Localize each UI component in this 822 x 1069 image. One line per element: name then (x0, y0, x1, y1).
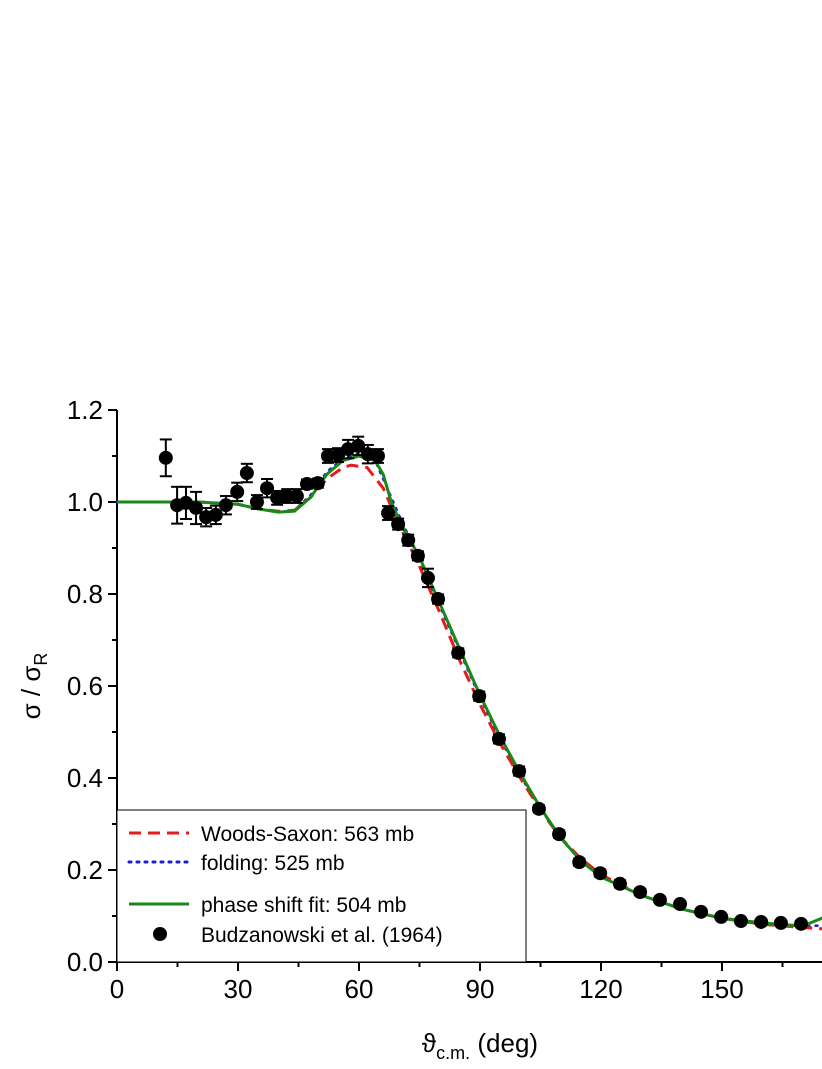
data-point (694, 904, 709, 919)
data-point (512, 764, 527, 779)
data-point (754, 914, 769, 929)
data-point (673, 897, 688, 912)
data-point (260, 481, 275, 496)
data-point (552, 827, 567, 842)
data-point (612, 876, 627, 891)
y-tick-label: 1.2 (67, 395, 103, 425)
data-point (320, 449, 335, 463)
data-point (531, 801, 546, 816)
data-point (420, 570, 435, 585)
data-point (208, 507, 223, 522)
y-axis-label: σ / σR (16, 653, 51, 720)
y-tick-label: 0.4 (67, 763, 103, 793)
data-point (794, 916, 809, 931)
x-axis-label: ϑc.m. (deg) (422, 1028, 538, 1063)
legend-label: Budzanowski et al. (1964) (201, 924, 443, 947)
y-tick-label: 0.6 (67, 671, 103, 701)
data-point (218, 498, 233, 513)
x-tick-label: 30 (224, 974, 253, 1004)
x-tick-label: 0 (110, 974, 124, 1004)
data-point (733, 914, 748, 929)
data-point (331, 448, 346, 463)
data-point (310, 476, 325, 491)
data-point (370, 449, 385, 463)
y-tick-label: 1.0 (67, 487, 103, 517)
data-point (652, 892, 667, 907)
data-point (280, 489, 295, 504)
data-point (391, 517, 406, 532)
data-point (410, 548, 425, 563)
x-tick-label: 90 (466, 974, 495, 1004)
data-point (633, 885, 648, 900)
data-point (451, 645, 466, 660)
legend-label: Woods-Saxon: 563 mb (201, 823, 414, 846)
data-point (572, 855, 587, 870)
y-tick-label: 0.0 (67, 947, 103, 977)
y-tick-label: 0.8 (67, 579, 103, 609)
data-point (351, 438, 366, 453)
data-point (431, 592, 446, 607)
data-point (230, 484, 245, 499)
y-label-sub: R (31, 653, 51, 666)
y-tick-label: 0.2 (67, 855, 103, 885)
data-point (593, 866, 608, 881)
data-point (239, 466, 254, 481)
data-point (773, 915, 788, 930)
data-point (472, 689, 487, 704)
legend-box (116, 809, 527, 963)
x-label-unit: (deg) (470, 1028, 538, 1058)
data-point (401, 533, 416, 548)
x-label-main: ϑ (422, 1028, 437, 1058)
data-point (249, 495, 264, 509)
data-point (158, 450, 173, 465)
legend-marker (153, 927, 167, 941)
data-point (299, 477, 314, 492)
y-label-main: σ / σ (16, 666, 46, 720)
data-point (491, 731, 506, 746)
x-label-sub: c.m. (436, 1043, 470, 1063)
legend-label: phase shift fit: 504 mb (201, 894, 406, 917)
x-tick-label: 120 (579, 974, 622, 1004)
x-tick-label: 60 (345, 974, 374, 1004)
x-tick-label: 150 (700, 974, 743, 1004)
data-point (381, 506, 396, 521)
data-point (289, 489, 304, 504)
data-point (189, 500, 204, 515)
legend-label: folding: 525 mb (201, 852, 345, 875)
data-point (714, 909, 729, 924)
